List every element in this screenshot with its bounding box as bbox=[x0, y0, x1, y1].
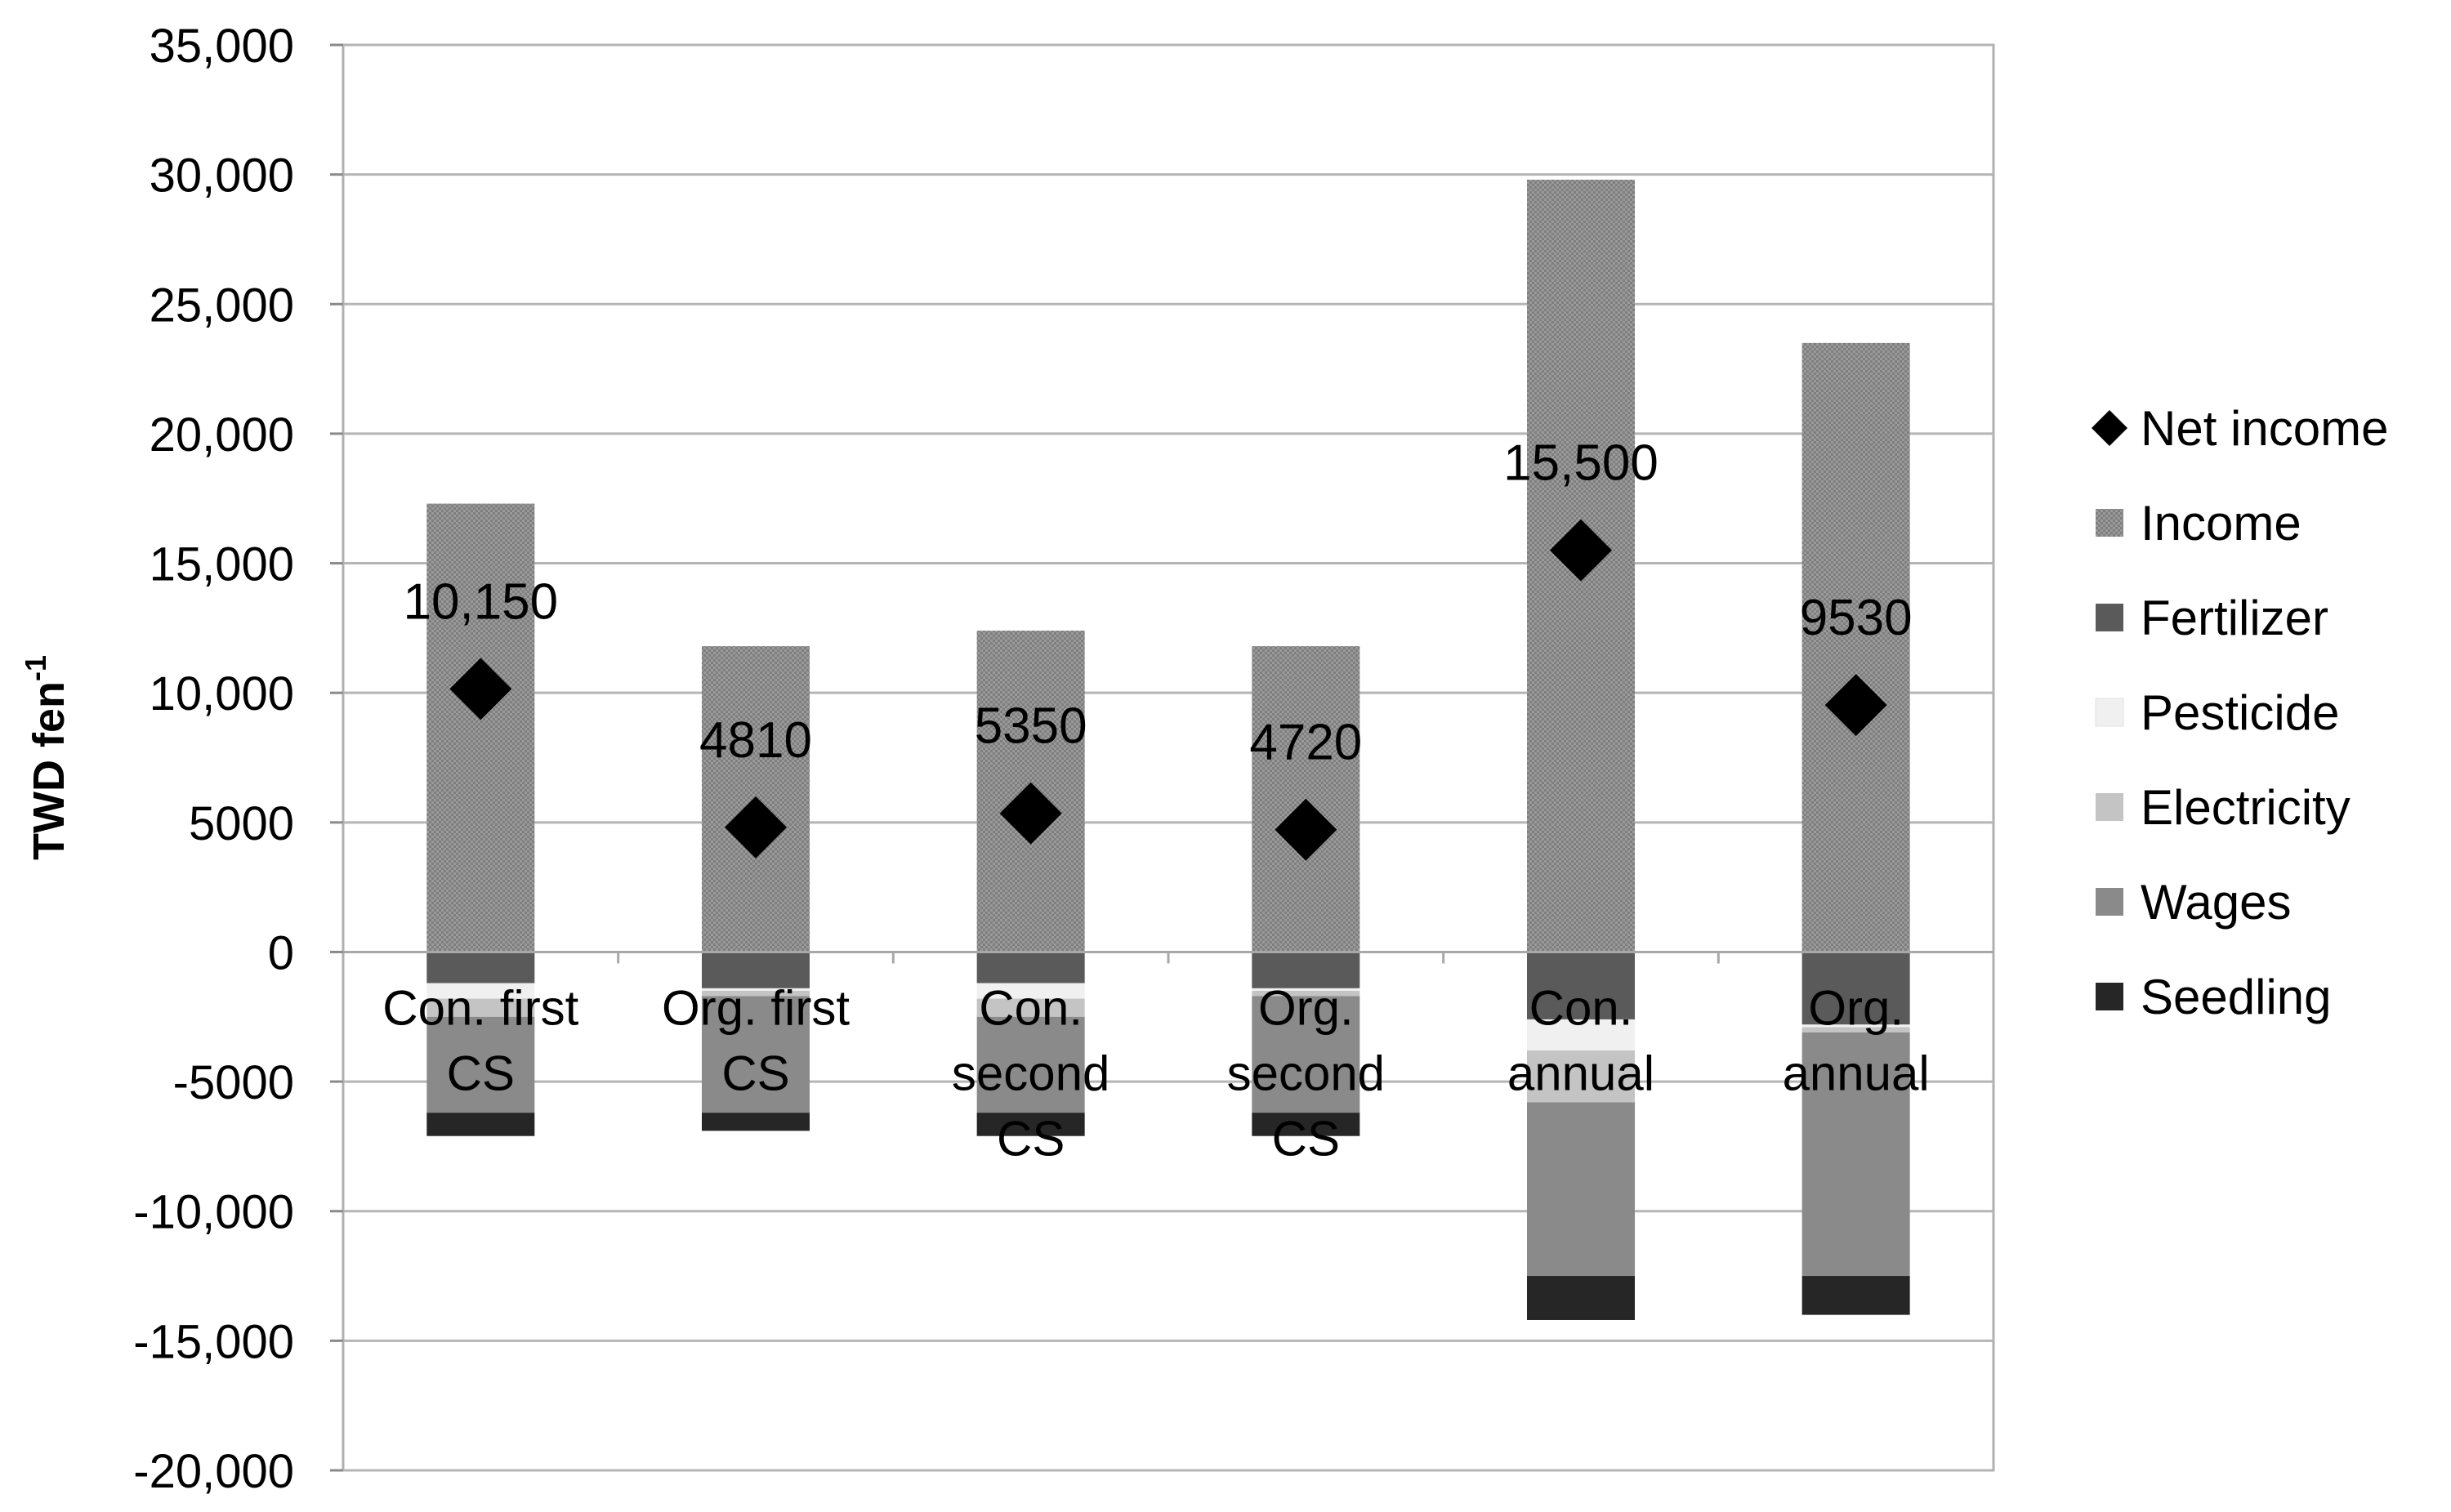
legend-item: Wages bbox=[2096, 875, 2292, 930]
net-income-data-label: 10,150 bbox=[404, 573, 559, 630]
legend-swatch bbox=[2096, 983, 2123, 1010]
y-axis-title-text: TWD fen-1 bbox=[19, 655, 74, 860]
net-income-data-label: 15,500 bbox=[1503, 435, 1659, 492]
category-label: Org. second CS bbox=[1227, 980, 1385, 1166]
y-tick-label: 25,000 bbox=[150, 279, 294, 332]
category-label: Con. second CS bbox=[952, 980, 1109, 1166]
y-tick-label: 35,000 bbox=[150, 20, 294, 73]
bar-wages bbox=[1252, 996, 1360, 1113]
net-income-marker bbox=[1824, 674, 1887, 737]
legend-item: Net income bbox=[2092, 401, 2388, 456]
bar-income bbox=[1801, 342, 1910, 952]
y-tick-labels: 35,000 30,000 25,000 20,000 15,000 10,000 5000… bbox=[133, 20, 294, 1498]
y-tick-label: 5000 bbox=[189, 797, 294, 850]
bar-wages bbox=[702, 996, 810, 1113]
legend-label: Net income bbox=[2141, 401, 2388, 456]
bar-seedling bbox=[1252, 1113, 1360, 1136]
legend-item: Seedling bbox=[2096, 970, 2332, 1024]
net-income-data-label: 4720 bbox=[1249, 715, 1362, 771]
legend-item: Electricity bbox=[2096, 780, 2351, 835]
y-tick-label: 10,000 bbox=[150, 667, 294, 720]
y-tick-label: -15,000 bbox=[133, 1315, 294, 1368]
bar-wages bbox=[426, 1016, 535, 1113]
bar-seedling bbox=[1527, 1276, 1635, 1320]
y-axis-title: TWD fen-1 bbox=[19, 655, 74, 860]
grid bbox=[330, 43, 1995, 1472]
y-tick-label: 30,000 bbox=[150, 149, 294, 203]
legend-swatch bbox=[2096, 793, 2123, 821]
bar-electricity bbox=[1801, 1027, 1910, 1033]
bar-wages bbox=[976, 1016, 1085, 1113]
y-tick-label: -20,000 bbox=[133, 1445, 294, 1498]
zero-axis bbox=[343, 950, 1993, 964]
y-tick-label: -5000 bbox=[173, 1056, 294, 1109]
net-income-marker bbox=[725, 796, 787, 859]
legend-label: Pesticide bbox=[2141, 685, 2339, 740]
legend-label: Electricity bbox=[2141, 780, 2351, 835]
bar-income bbox=[426, 503, 535, 952]
net-income-markers: 10,150 4810 5350 4720 15,500 9530 bbox=[404, 435, 1913, 861]
bar-fertilizer bbox=[1527, 952, 1635, 1019]
legend-swatch bbox=[2095, 698, 2124, 727]
legend-label: Wages bbox=[2141, 875, 2292, 930]
bar-seedling bbox=[426, 1113, 535, 1136]
legend-swatch bbox=[2096, 509, 2123, 537]
bar-pesticide bbox=[1527, 1019, 1635, 1051]
bar-wages bbox=[1527, 1102, 1635, 1277]
y-tick-label: 20,000 bbox=[150, 408, 294, 462]
bar-fertilizer bbox=[976, 952, 1085, 983]
y-tick-label: 15,000 bbox=[150, 538, 294, 591]
category-label: Org. first CS bbox=[662, 980, 850, 1100]
legend-swatch bbox=[2096, 888, 2123, 916]
y-tick-label: -10,000 bbox=[133, 1186, 294, 1239]
legend-swatch-net-income bbox=[2092, 410, 2127, 446]
net-income-marker bbox=[449, 658, 512, 720]
bar-electricity bbox=[976, 998, 1085, 1017]
legend-item: Fertilizer bbox=[2096, 591, 2328, 645]
legend-label: Seedling bbox=[2141, 970, 2332, 1024]
bar-pesticide bbox=[1252, 988, 1360, 992]
legend-item: Income bbox=[2096, 496, 2301, 551]
net-income-marker bbox=[1275, 798, 1337, 861]
net-income-marker bbox=[999, 782, 1062, 845]
bar-fertilizer bbox=[1252, 952, 1360, 988]
legend-label: Income bbox=[2141, 496, 2301, 551]
net-income-data-label: 4810 bbox=[699, 712, 812, 769]
bar-seedling bbox=[1801, 1276, 1910, 1315]
bar-electricity bbox=[1252, 991, 1360, 997]
legend-swatch bbox=[2096, 604, 2123, 631]
legend: Net income Income Fertilizer Pesticide Elect… bbox=[2092, 401, 2388, 1024]
net-income-marker bbox=[1550, 519, 1612, 582]
legend-item: Pesticide bbox=[2095, 685, 2339, 740]
category-label: Org. annual bbox=[1783, 980, 1930, 1100]
bar-pesticide bbox=[1801, 1024, 1910, 1028]
category-label: Con. first CS bbox=[382, 980, 578, 1100]
bar-fertilizer bbox=[1801, 952, 1910, 1025]
plot-area-border bbox=[342, 43, 1995, 1472]
bar-wages bbox=[1801, 1032, 1910, 1277]
net-income-data-label: 5350 bbox=[975, 698, 1087, 755]
bar-fertilizer bbox=[702, 952, 810, 988]
bar-electricity bbox=[1527, 1050, 1635, 1103]
bar-electricity bbox=[426, 998, 535, 1017]
category-label: Con. annual bbox=[1507, 980, 1654, 1100]
net-income-data-label: 9530 bbox=[1800, 590, 1913, 646]
bar-seedling bbox=[702, 1113, 810, 1131]
bar-fertilizer bbox=[426, 952, 535, 983]
category-labels: Con. first CS Org. first CS Con. second CS Org.… bbox=[382, 980, 1929, 1166]
bars bbox=[426, 179, 1910, 1320]
bar-pesticide bbox=[702, 988, 810, 992]
bar-pesticide bbox=[426, 983, 535, 999]
bar-pesticide bbox=[976, 983, 1085, 999]
y-tick-label: 0 bbox=[268, 926, 294, 979]
bar-seedling bbox=[976, 1113, 1085, 1136]
bar-electricity bbox=[702, 991, 810, 997]
legend-label: Fertilizer bbox=[2141, 591, 2328, 645]
